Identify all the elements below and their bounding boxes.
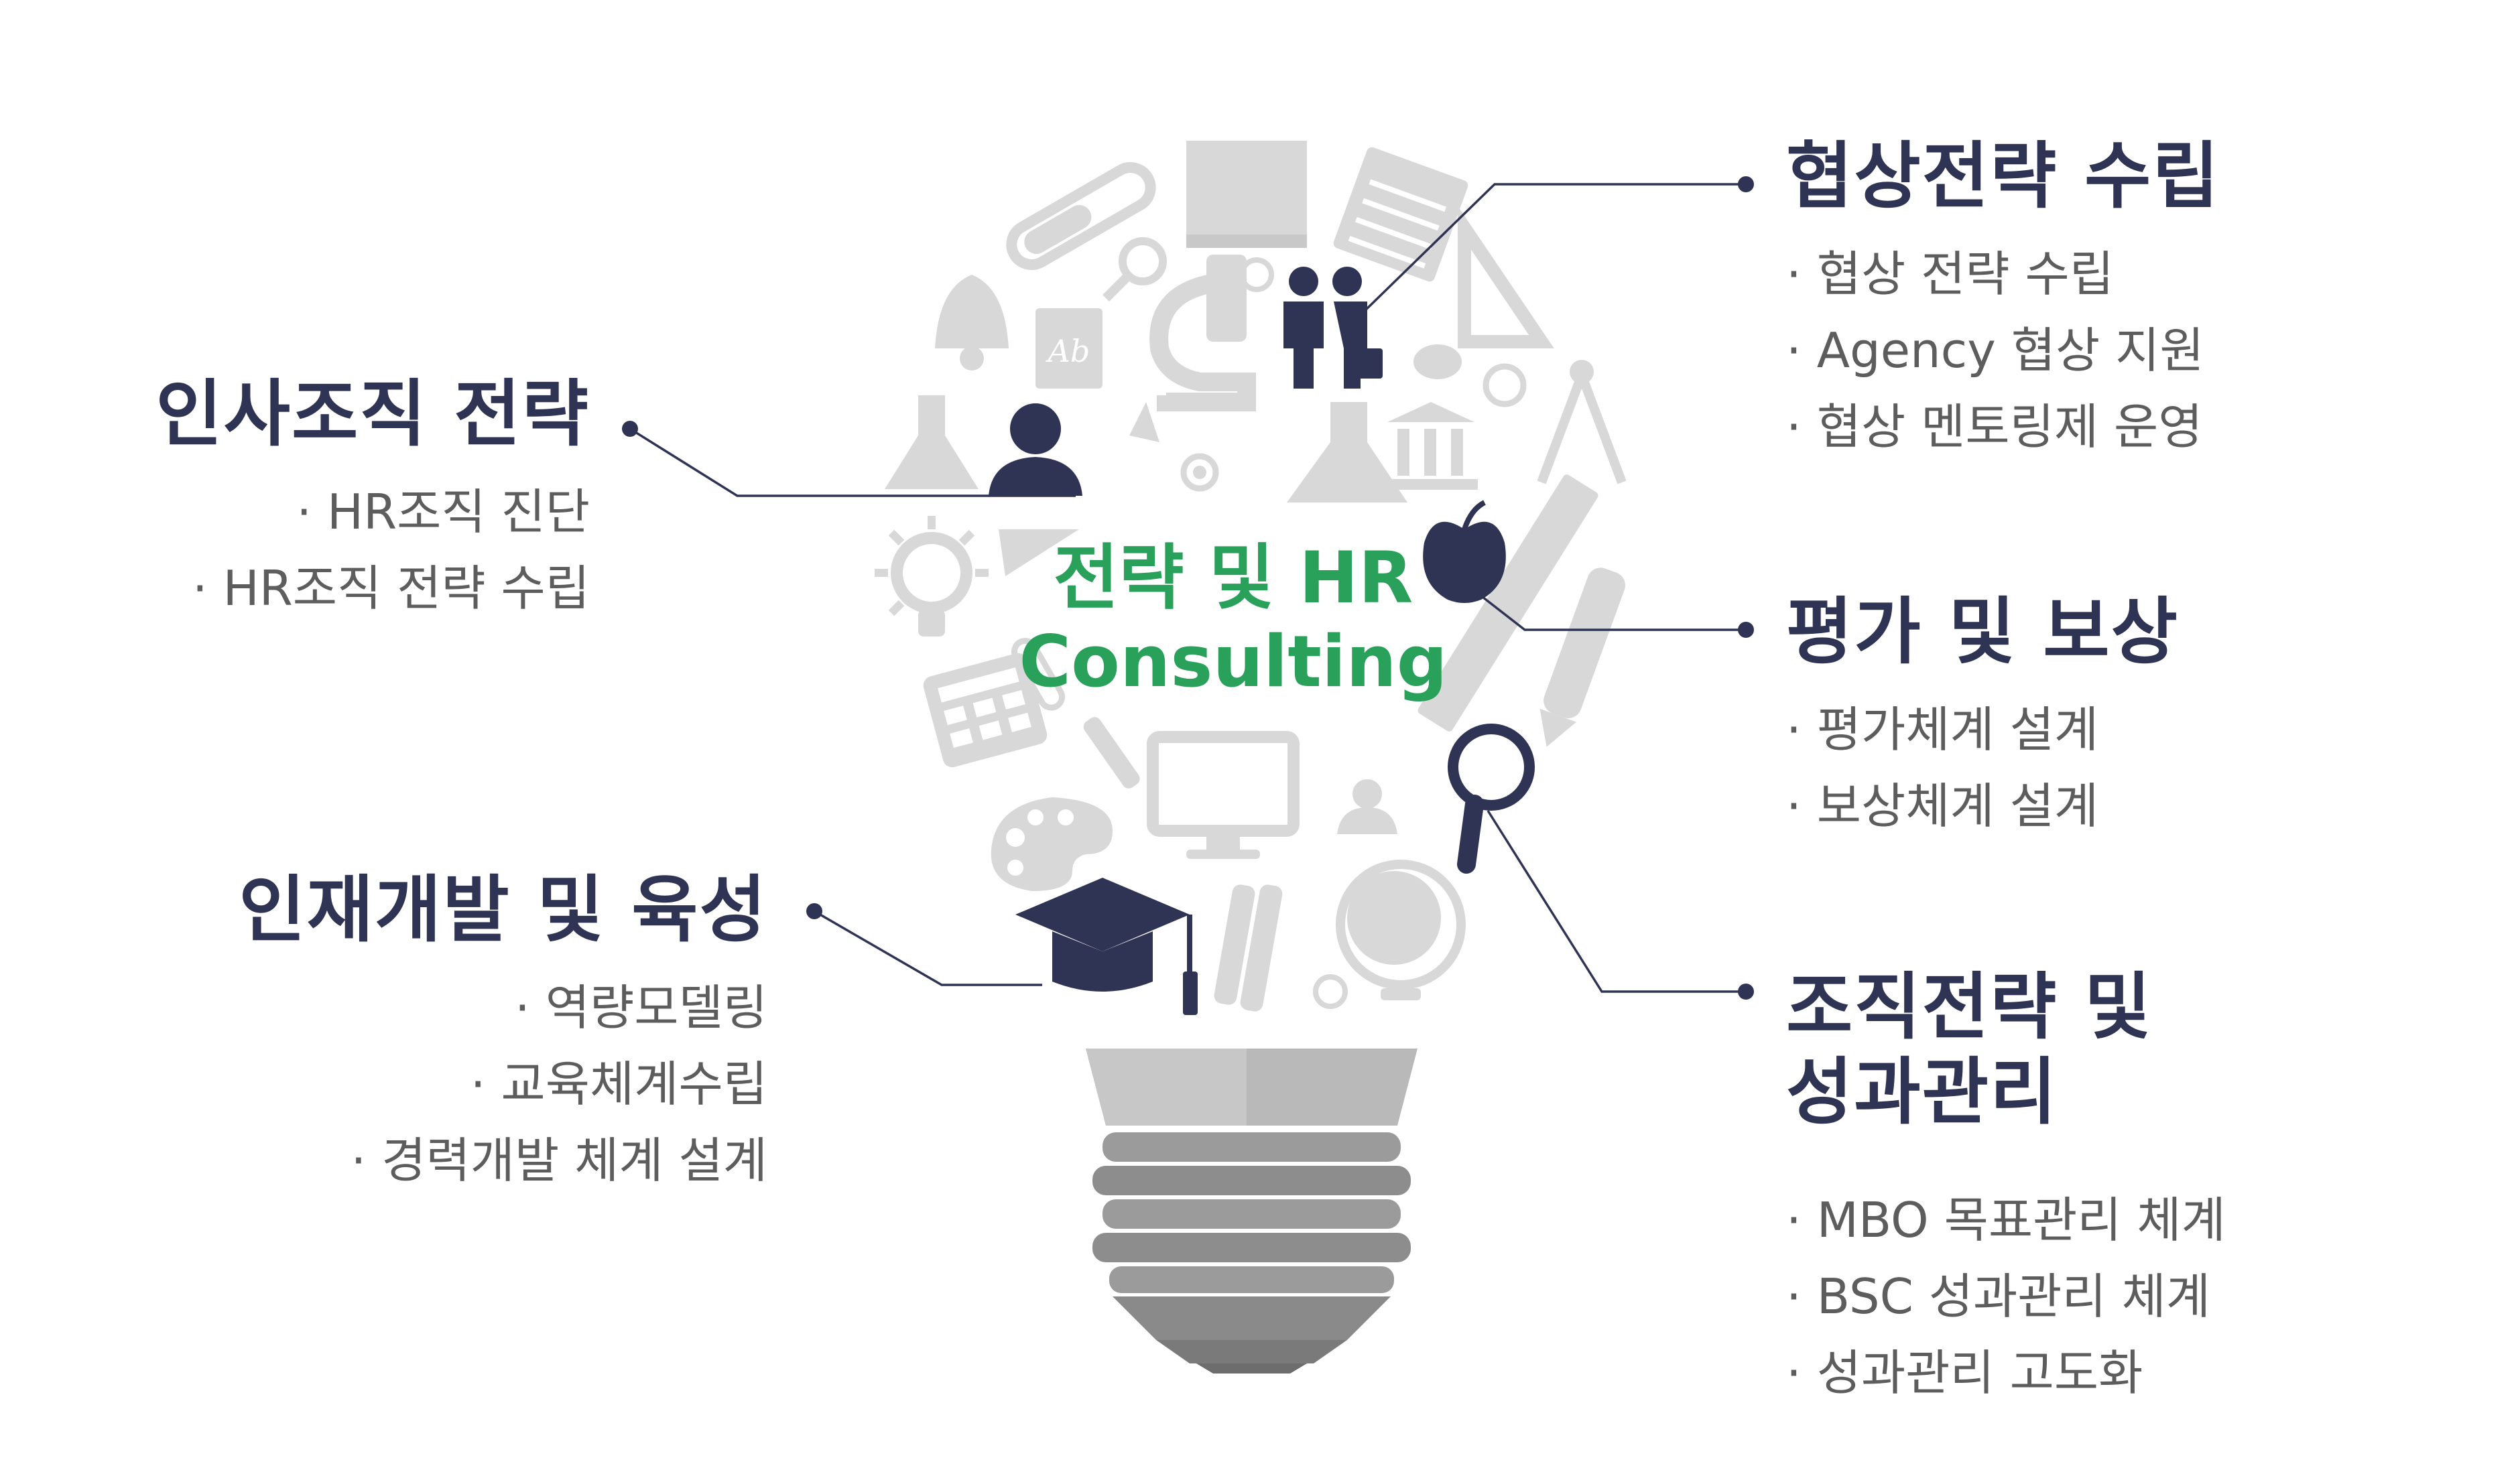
handshake-icon xyxy=(1283,267,1383,389)
small-tools-icon xyxy=(1129,402,1206,479)
person-small-icon xyxy=(1337,779,1397,834)
section-title: 평가 및 보상 xyxy=(1786,590,2179,674)
lightbulb-icon xyxy=(875,516,989,636)
list-item: 성과관리 고도화 xyxy=(1786,1349,2226,1397)
palette-small-icon xyxy=(1413,344,1462,379)
pennant-icon xyxy=(999,529,1079,576)
palette-icon xyxy=(991,797,1113,891)
lightbulb-small-icon xyxy=(1180,257,1527,1009)
connector-hr xyxy=(629,427,1076,497)
connector-eval xyxy=(1463,582,1746,631)
section-hr-strategy: 인사조직 전략 HR조직 진단 HR조직 전략 수립 xyxy=(155,372,590,641)
person-icon xyxy=(989,403,1082,496)
list-item: HR조직 전략 수립 xyxy=(155,564,590,612)
globe-icon xyxy=(1336,860,1466,1000)
magnifier-small-icon xyxy=(1102,237,1167,302)
section-negotiation: 협상전략 수립 협상 전략 수립 Agency 협상 지원 협상 멘토링제 운영 xyxy=(1786,134,2220,479)
connector-lines xyxy=(622,176,1754,1000)
graduation-cap-icon xyxy=(1015,878,1198,1015)
pencil-icon xyxy=(1539,567,1626,747)
section-talent-development: 인재개발 및 육성 역량모델링 교육체계수립 경력개발 체계 설계 xyxy=(239,868,767,1213)
connector-neg xyxy=(1359,183,1746,316)
list-item: 보상체계 설계 xyxy=(1786,782,2179,830)
test-tube-icon xyxy=(1006,162,1156,270)
section-title: 인재개발 및 육성 xyxy=(239,868,767,952)
list-item: 교육체계수립 xyxy=(239,1060,767,1108)
list-item: 평가체계 설계 xyxy=(1786,706,2179,754)
apple-icon xyxy=(1423,500,1506,603)
bank-icon xyxy=(1384,402,1478,490)
flask-icon xyxy=(885,395,1407,503)
center-title-line2: Consulting xyxy=(1019,620,1448,704)
triangle-ruler-icon xyxy=(1458,206,1554,348)
svg-text:Ab: Ab xyxy=(1046,333,1090,369)
list-item: 경력개발 체계 설계 xyxy=(239,1136,767,1185)
list-item: BSC 성과관리 체계 xyxy=(1786,1272,2226,1321)
bell-icon xyxy=(935,275,1009,371)
center-title: 전략 및 HR Consulting xyxy=(999,536,1468,704)
compass-icon xyxy=(1537,360,1627,484)
list-item: HR조직 진단 xyxy=(155,488,590,536)
section-title-line2: 성과관리 xyxy=(1786,1051,2058,1135)
ab-book-icon: Ab xyxy=(1035,308,1102,389)
connector-dev xyxy=(814,910,1042,986)
test-tube-small-icon xyxy=(1011,638,1066,711)
list-item: 협상 멘토링제 운영 xyxy=(1786,403,2220,451)
section-title: 인사조직 전략 xyxy=(155,373,590,456)
section-title-line1: 조직전략 및 xyxy=(1786,965,2153,1049)
list-item: 협상 전략 수립 xyxy=(1786,250,2220,298)
magnifier-icon xyxy=(1448,724,1535,874)
microscope-icon xyxy=(1149,255,1256,411)
section-title: 조직전략 및 성과관리 xyxy=(1786,965,2226,1136)
book-icon xyxy=(1186,141,1307,248)
connector-org xyxy=(1487,810,1746,993)
list-item: 역량모델링 xyxy=(239,984,767,1032)
center-title-line1: 전략 및 HR xyxy=(1053,537,1413,619)
list-item: MBO 목표관리 체계 xyxy=(1786,1196,2226,1244)
section-evaluation: 평가 및 보상 평가체계 설계 보상체계 설계 xyxy=(1786,590,2179,858)
section-title: 협상전략 수립 xyxy=(1786,135,2220,218)
bulb-base xyxy=(1086,1049,1418,1374)
section-org-performance: 조직전략 및 성과관리 MBO 목표관리 체계 BSC 성과관리 체계 성과관리… xyxy=(1786,965,2226,1425)
notepad-icon xyxy=(1333,147,1468,282)
calculator-icon xyxy=(923,653,1048,768)
pencil-small-icon xyxy=(1083,717,1140,789)
list-item: Agency 협상 지원 xyxy=(1786,326,2220,375)
monitor-icon xyxy=(1147,731,1300,859)
pens-icon xyxy=(1214,884,1283,1012)
ruler-icon xyxy=(1418,474,1598,732)
